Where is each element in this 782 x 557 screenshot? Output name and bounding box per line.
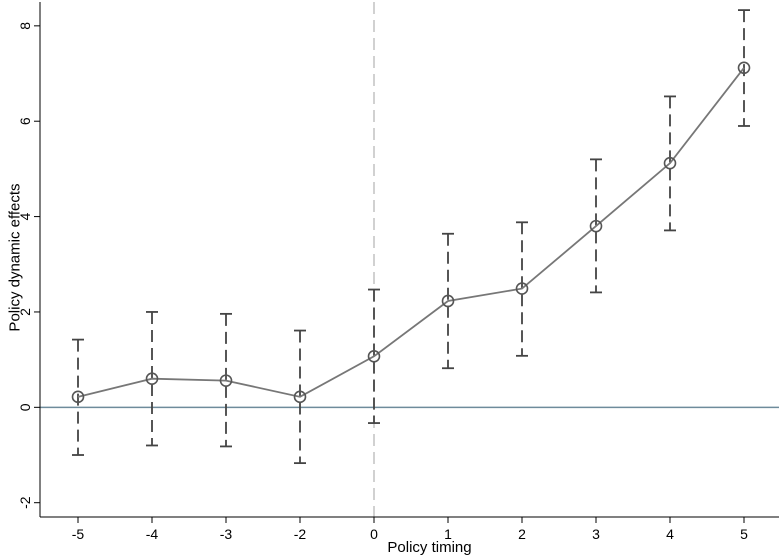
error-bar (368, 288, 380, 424)
x-tick-label: -2 (294, 526, 307, 542)
data-point (663, 156, 677, 170)
error-bar (72, 338, 84, 456)
x-tick-label: 4 (666, 526, 674, 542)
x-tick-label: 0 (370, 526, 378, 542)
data-point (219, 374, 233, 387)
x-tick-label: -4 (146, 526, 159, 542)
data-point (71, 390, 85, 404)
series-line-layer (77, 67, 745, 398)
series-markers (71, 61, 751, 404)
x-tick-label: -5 (72, 526, 85, 542)
data-point (515, 282, 529, 295)
x-tick-label: -3 (220, 526, 233, 542)
data-point (145, 372, 159, 386)
data-point (589, 219, 603, 233)
y-tick-label: 8 (17, 22, 33, 30)
error-bar (664, 95, 676, 232)
series-line (77, 67, 745, 398)
error-bar (590, 158, 602, 294)
reference-lines (40, 2, 779, 517)
error-bars (72, 9, 750, 465)
error-bar (220, 312, 232, 448)
data-point (737, 61, 751, 75)
data-point (293, 390, 307, 404)
y-axis-title: Policy dynamic effects (6, 183, 23, 331)
y-tick-label: 2 (17, 308, 33, 316)
x-tick-label: 2 (518, 526, 526, 542)
y-tick-label: 4 (17, 212, 33, 220)
error-bar (146, 311, 158, 447)
x-tick-label: 3 (592, 526, 600, 542)
axes: -2 0 2 4 6 8 -5 -4 -3 -2 0 1 2 3 4 5 (17, 2, 779, 542)
data-point (441, 294, 455, 308)
y-tick-label: 6 (17, 117, 33, 125)
y-tick-label: -2 (17, 496, 33, 509)
x-tick-label: 1 (444, 526, 452, 542)
error-bar (442, 232, 454, 370)
error-bar (516, 221, 528, 357)
x-tick-label: 5 (740, 526, 748, 542)
error-bar (294, 329, 306, 465)
data-point (367, 350, 381, 363)
x-axis-title: Policy timing (387, 539, 471, 556)
y-tick-label: 0 (17, 403, 33, 411)
